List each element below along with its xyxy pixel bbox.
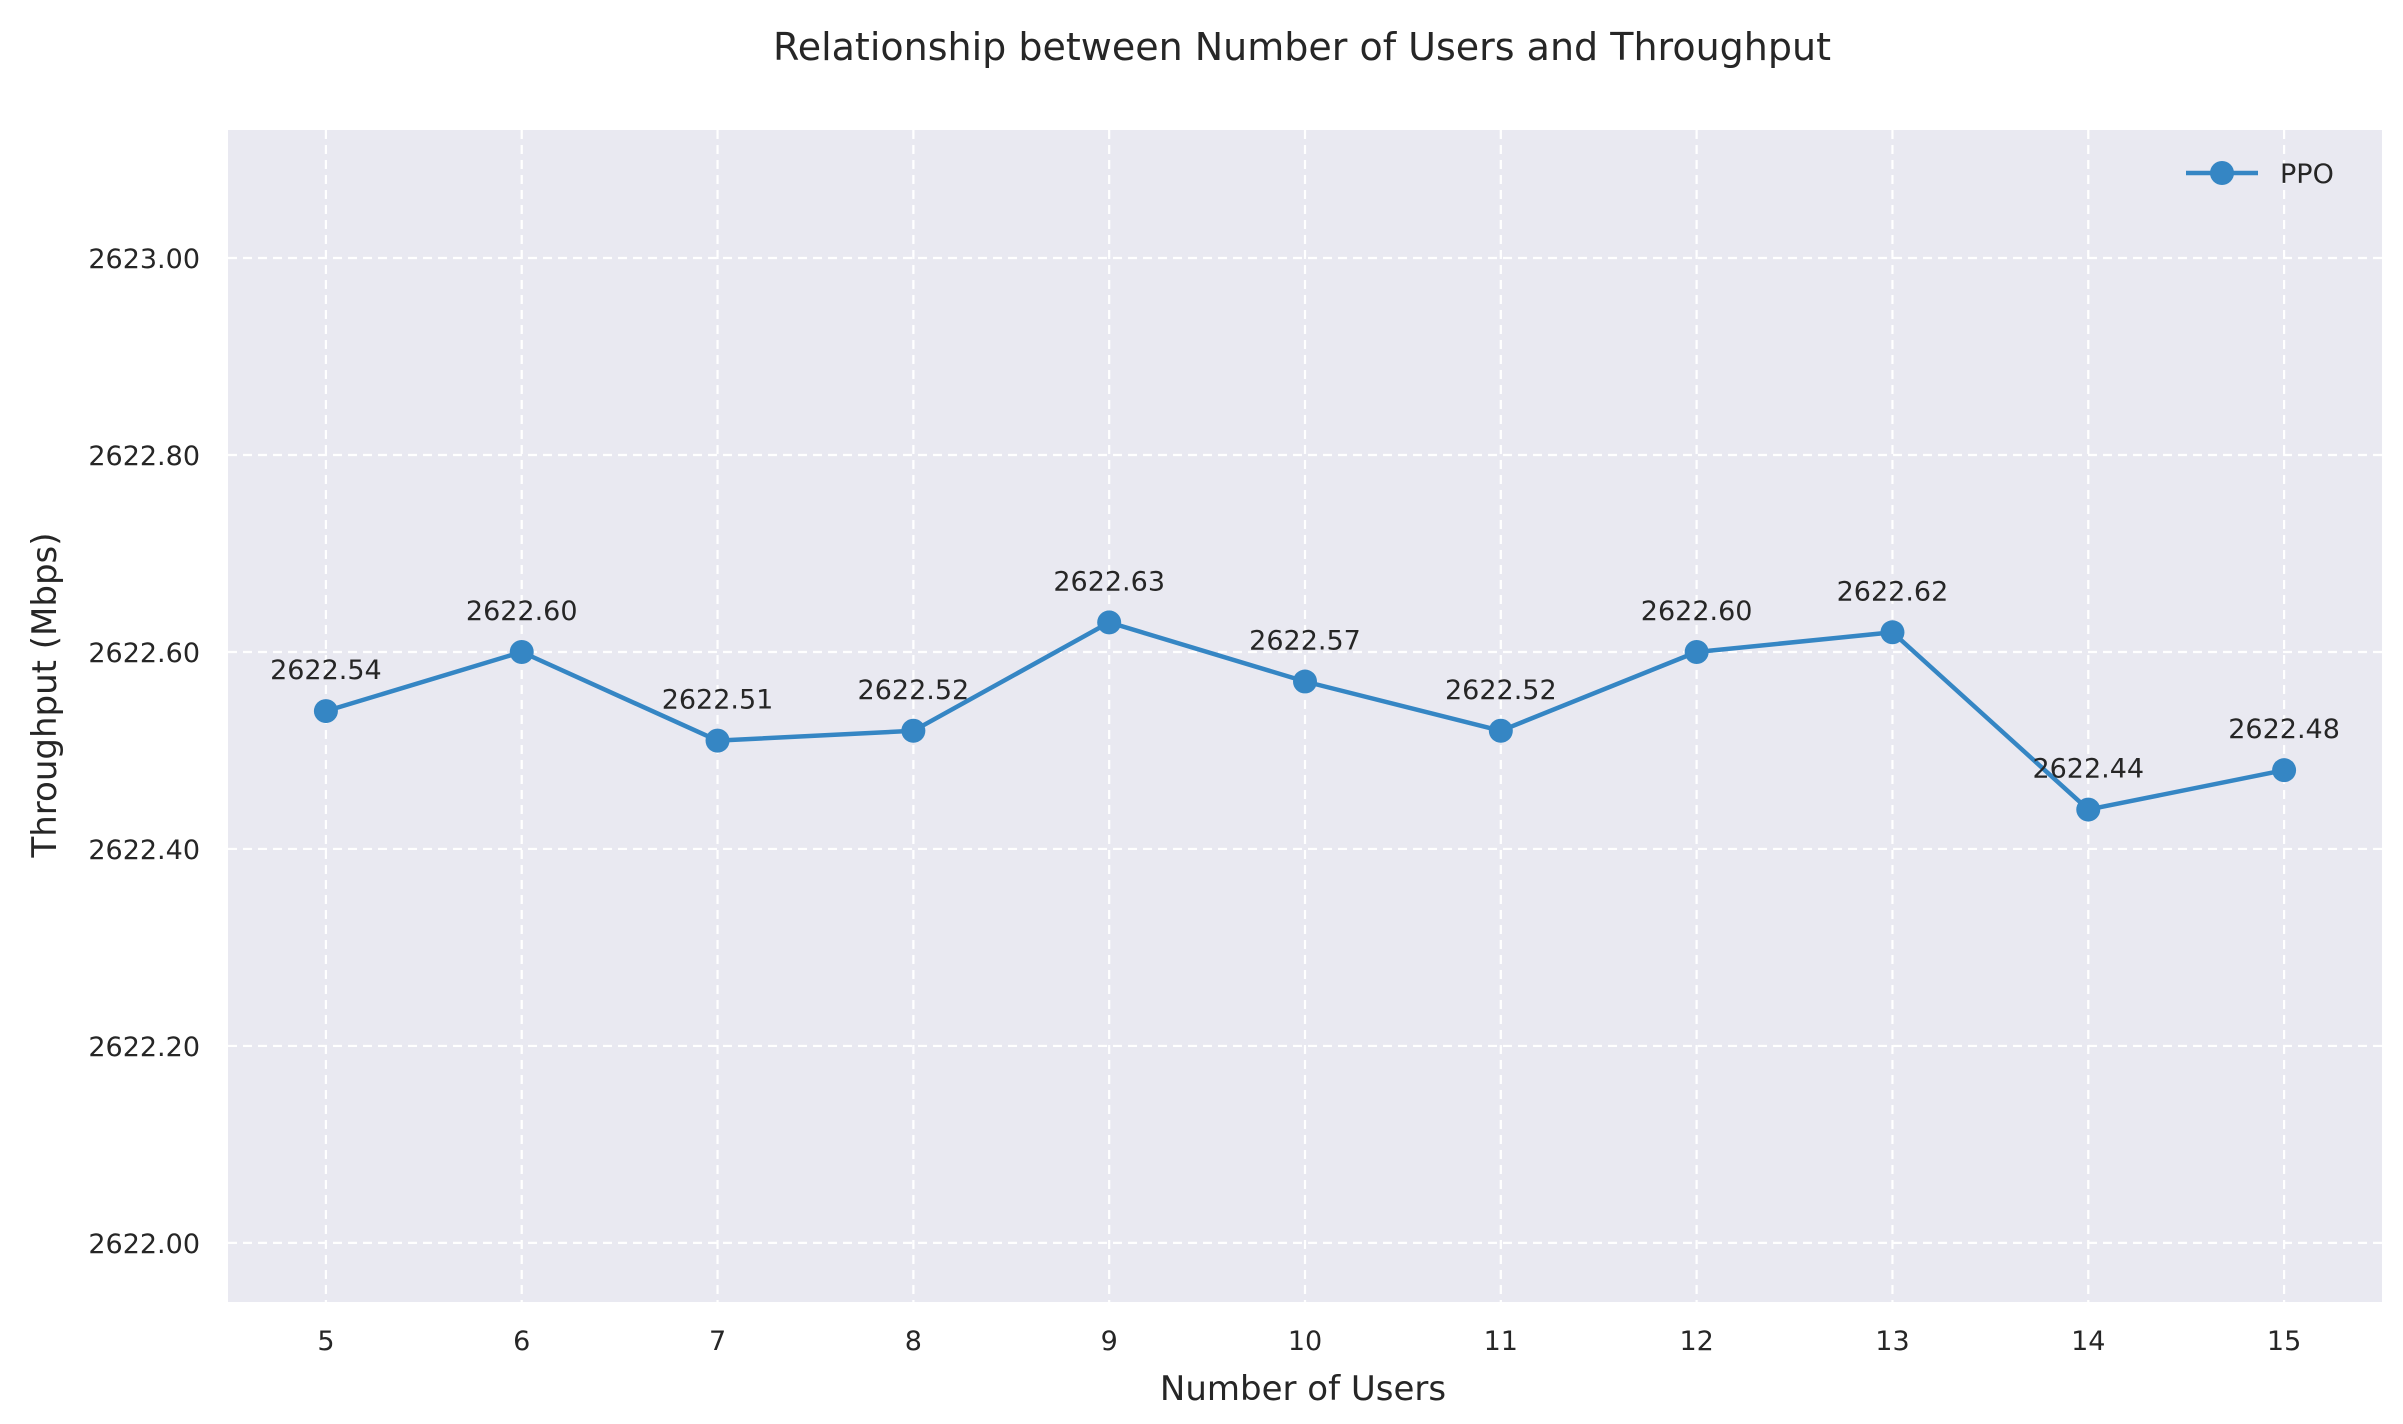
data-label: 2622.52 — [1445, 675, 1557, 706]
data-label: 2622.52 — [858, 675, 970, 706]
y-tick-label: 2622.60 — [88, 638, 200, 669]
legend: PPO — [2186, 159, 2334, 190]
data-label: 2622.60 — [466, 596, 578, 627]
data-label: 2622.60 — [1641, 596, 1753, 627]
data-point — [901, 718, 926, 743]
legend-marker-icon — [2210, 161, 2234, 185]
data-point — [705, 728, 730, 753]
x-tick-label: 10 — [1288, 1326, 1322, 1357]
chart-title: Relationship between Number of Users and… — [773, 25, 1831, 69]
data-point — [1880, 620, 1905, 645]
y-tick-label: 2622.80 — [88, 441, 200, 472]
data-label: 2622.48 — [2228, 714, 2340, 745]
x-tick-label: 14 — [2071, 1326, 2105, 1357]
x-tick-label: 7 — [709, 1326, 726, 1357]
data-label: 2622.57 — [1249, 626, 1361, 657]
x-tick-label: 8 — [905, 1326, 922, 1357]
x-tick-label: 5 — [317, 1326, 334, 1357]
data-point — [2272, 758, 2297, 783]
data-point — [1684, 639, 1709, 664]
data-labels: 2622.54 2622.60 2622.51 2622.52 2622.63 2622.… — [270, 566, 2340, 784]
data-label: 2622.62 — [1837, 576, 1949, 607]
data-point — [313, 699, 338, 724]
x-axis-ticks: 5 6 7 8 9 10 11 12 13 14 15 — [317, 1326, 2301, 1357]
grid — [228, 130, 2382, 1302]
y-tick-label: 2623.00 — [88, 244, 200, 275]
legend-label-ppo: PPO — [2280, 159, 2334, 190]
data-label: 2622.63 — [1053, 566, 1165, 597]
data-point — [1488, 718, 1513, 743]
data-point — [1097, 610, 1122, 635]
x-tick-label: 13 — [1875, 1326, 1909, 1357]
data-label: 2622.44 — [2032, 754, 2144, 785]
x-tick-label: 15 — [2267, 1326, 2301, 1357]
x-tick-label: 11 — [1484, 1326, 1518, 1357]
x-axis-label: Number of Users — [1160, 1369, 1446, 1409]
y-tick-label: 2622.40 — [88, 835, 200, 866]
y-axis-label: Throughput (Mbps) — [25, 532, 65, 858]
y-axis-ticks: 2622.00 2622.20 2622.40 2622.60 2622.80 2623.… — [88, 244, 200, 1260]
y-tick-label: 2622.20 — [88, 1032, 200, 1063]
data-point — [509, 639, 534, 664]
series-points — [313, 610, 2297, 822]
x-tick-label: 12 — [1679, 1326, 1713, 1357]
data-point — [1293, 669, 1317, 694]
data-label: 2622.54 — [270, 655, 382, 686]
y-tick-label: 2622.00 — [88, 1229, 200, 1260]
x-tick-label: 9 — [1101, 1326, 1118, 1357]
x-tick-label: 6 — [513, 1326, 530, 1357]
data-label: 2622.51 — [662, 685, 774, 716]
data-point — [2076, 797, 2101, 822]
